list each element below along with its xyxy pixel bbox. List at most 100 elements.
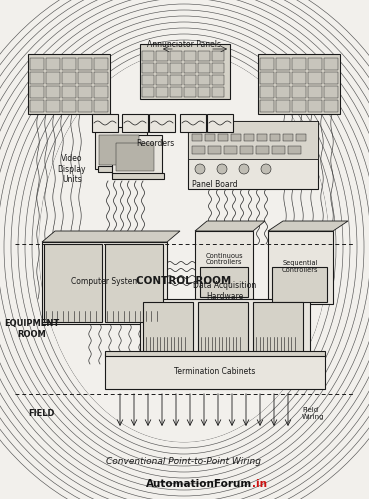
Bar <box>324 72 338 84</box>
Bar <box>170 51 182 61</box>
Bar <box>62 58 76 70</box>
Text: Computer System: Computer System <box>70 276 139 285</box>
Bar <box>276 72 290 84</box>
Bar <box>270 134 280 141</box>
Bar <box>292 72 306 84</box>
Text: AutomationForum: AutomationForum <box>146 479 252 489</box>
Text: Video
Display
Units: Video Display Units <box>58 154 86 184</box>
Bar <box>156 51 168 61</box>
Bar <box>218 134 228 141</box>
Polygon shape <box>195 221 265 231</box>
Bar <box>195 231 253 299</box>
Bar <box>231 134 241 141</box>
Bar <box>170 75 182 85</box>
Bar <box>116 143 154 171</box>
Bar <box>276 58 290 70</box>
Bar <box>112 135 162 175</box>
Bar <box>188 121 318 189</box>
Bar <box>62 100 76 112</box>
Bar <box>276 86 290 98</box>
Bar <box>244 134 254 141</box>
Text: Termination Cabinets: Termination Cabinets <box>174 366 256 376</box>
Bar <box>44 244 102 322</box>
Bar <box>99 135 139 165</box>
Bar <box>205 134 215 141</box>
Bar <box>260 58 274 70</box>
Bar <box>212 63 224 73</box>
Bar <box>46 86 60 98</box>
Bar <box>324 100 338 112</box>
Bar <box>276 100 290 112</box>
Bar <box>260 86 274 98</box>
Bar <box>253 302 303 352</box>
Bar <box>283 134 293 141</box>
Bar <box>78 58 92 70</box>
Bar <box>192 134 202 141</box>
Bar <box>149 114 175 132</box>
Text: Conventional Point-to-Point Wiring: Conventional Point-to-Point Wiring <box>107 457 262 466</box>
Bar <box>142 87 154 97</box>
Bar <box>78 72 92 84</box>
Bar <box>30 72 44 84</box>
Bar <box>170 87 182 97</box>
Polygon shape <box>42 231 180 242</box>
Bar <box>140 299 310 354</box>
Bar <box>292 58 306 70</box>
Bar <box>257 134 267 141</box>
Bar <box>308 58 322 70</box>
Bar <box>142 51 154 61</box>
Bar <box>42 242 167 324</box>
Bar <box>140 44 230 99</box>
Bar <box>198 63 210 73</box>
Bar <box>292 100 306 112</box>
Bar <box>258 54 340 114</box>
Bar <box>105 351 325 356</box>
Bar <box>46 100 60 112</box>
Bar <box>184 63 196 73</box>
Bar <box>156 63 168 73</box>
Bar <box>208 146 221 154</box>
Bar <box>207 114 233 132</box>
Bar <box>224 146 237 154</box>
Text: Recorders: Recorders <box>136 139 174 148</box>
Bar <box>256 146 269 154</box>
Bar <box>200 267 248 297</box>
Bar <box>308 72 322 84</box>
Polygon shape <box>268 221 348 231</box>
Text: FIELD: FIELD <box>28 410 55 419</box>
Bar <box>105 354 325 389</box>
Bar <box>308 100 322 112</box>
Bar <box>28 54 110 114</box>
Bar <box>78 100 92 112</box>
Bar <box>198 302 248 352</box>
Bar <box>198 51 210 61</box>
Bar <box>94 86 108 98</box>
Bar <box>272 146 285 154</box>
Bar <box>94 72 108 84</box>
Bar <box>184 51 196 61</box>
Bar <box>143 302 193 352</box>
Bar <box>184 87 196 97</box>
Text: Continuous
Controllers: Continuous Controllers <box>205 252 243 265</box>
Bar <box>180 114 206 132</box>
Bar <box>296 134 306 141</box>
Text: Sequential
Controllers: Sequential Controllers <box>282 259 318 272</box>
Bar <box>308 86 322 98</box>
Text: Panel Board: Panel Board <box>192 180 238 189</box>
Bar <box>272 267 327 302</box>
Bar <box>62 86 76 98</box>
Bar <box>198 87 210 97</box>
Bar <box>288 146 301 154</box>
Bar <box>112 173 164 179</box>
Ellipse shape <box>39 52 329 442</box>
Bar <box>260 100 274 112</box>
Bar <box>122 114 148 132</box>
Bar <box>240 146 253 154</box>
Bar <box>212 75 224 85</box>
Bar <box>156 75 168 85</box>
Text: Field
Wiring: Field Wiring <box>302 408 324 421</box>
Text: Annunciator Panels: Annunciator Panels <box>147 39 221 48</box>
Bar <box>142 75 154 85</box>
Bar <box>212 87 224 97</box>
Bar <box>30 100 44 112</box>
